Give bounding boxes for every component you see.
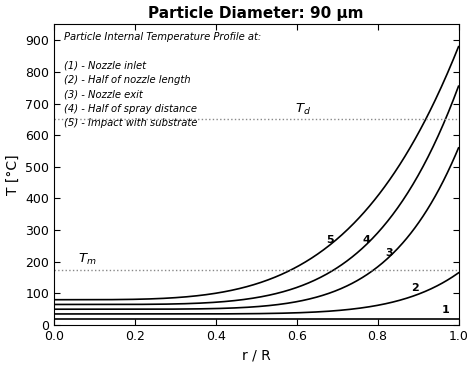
Text: 4: 4 bbox=[363, 235, 371, 245]
X-axis label: r / R: r / R bbox=[242, 348, 271, 362]
Text: 2: 2 bbox=[411, 283, 419, 293]
Text: $T_d$: $T_d$ bbox=[295, 102, 310, 117]
Text: 3: 3 bbox=[385, 248, 392, 258]
Text: Particle Internal Temperature Profile at:

(1) - Nozzle inlet
(2) - Half of nozz: Particle Internal Temperature Profile at… bbox=[64, 32, 261, 128]
Text: $T_m$: $T_m$ bbox=[78, 252, 97, 267]
Text: 1: 1 bbox=[441, 305, 449, 315]
Y-axis label: T [°C]: T [°C] bbox=[6, 155, 19, 195]
Title: Particle Diameter: 90 µm: Particle Diameter: 90 µm bbox=[148, 6, 364, 21]
Text: 5: 5 bbox=[326, 235, 334, 245]
